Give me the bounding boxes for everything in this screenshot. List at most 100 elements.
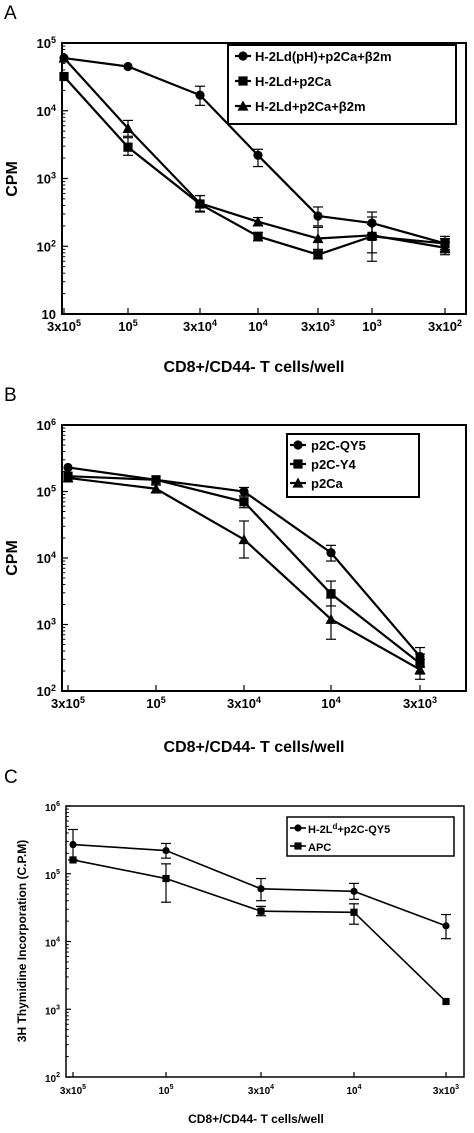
x-tick-label: 3x104	[183, 318, 217, 334]
x-tick-label: 3x105	[51, 695, 85, 711]
y-tick-label: 103	[37, 171, 56, 187]
data-point-triangle	[414, 664, 426, 675]
y-tick-label: 104	[37, 550, 56, 566]
legend-marker-circle	[238, 51, 248, 61]
legend-marker-triangle	[292, 477, 304, 488]
legend-label: p2Ca	[311, 476, 344, 491]
x-tick-label: 104	[346, 1084, 361, 1097]
data-point-circle	[442, 922, 450, 930]
x-tick-label: 103	[362, 318, 381, 334]
legend-label: H-2Ld+p2Ca	[255, 74, 332, 89]
y-tick-label: 106	[37, 417, 56, 433]
y-tick-label: 105	[37, 484, 56, 500]
data-point-triangle	[366, 229, 378, 240]
data-point-circle	[162, 846, 170, 855]
data-point-square	[326, 589, 336, 599]
legend-items-a: H-2Ld(pH)+p2Ca+β2m H-2Ld+p2Ca H-2Ld+p2Ca+β…	[235, 49, 392, 114]
x-tick-label: 3x103	[301, 318, 335, 334]
data-point-square	[253, 231, 263, 241]
data-point-square	[350, 908, 358, 916]
y-axis-label-b: CPM	[4, 540, 21, 576]
data-point-circle	[123, 61, 133, 72]
legend-label: p2C-Y4	[311, 457, 357, 472]
series-group-a	[58, 52, 451, 262]
data-point-circle	[313, 211, 323, 221]
data-point-circle	[253, 150, 263, 160]
data-point-circle	[69, 840, 77, 849]
legend-marker-triangle	[237, 100, 249, 111]
y-tick-label: 103	[45, 1004, 60, 1017]
panel-c: C 3H Thymidine Incorporation (C.P.M) CD8…	[4, 767, 465, 1126]
ticks-group-c: 102 103 104 105 106 3x105 105 3x104 104 3x103	[45, 801, 459, 1097]
series-line-square	[72, 859, 447, 1003]
x-tick-label: 3x103	[433, 1084, 459, 1097]
data-point-circle	[239, 486, 249, 497]
y-axis-label-c: 3H Thymidine Incorporation (C.P.M)	[15, 840, 29, 1042]
ticks-group-b: 102 103 104 105 106 3x105 105 3x104 104 3x103	[37, 417, 437, 711]
data-point-triangle	[439, 242, 451, 253]
data-point-triangle	[252, 216, 264, 227]
x-tick-label: 104	[321, 695, 340, 711]
legend-label: APC	[308, 842, 331, 854]
legend-items-b: p2C-QY5 p2C-Y4 p2Ca	[290, 438, 366, 491]
data-point-circle	[350, 887, 358, 895]
data-point-triangle	[194, 197, 206, 208]
y-tick-label: 104	[37, 103, 56, 119]
data-point-circle	[257, 885, 265, 893]
x-tick-label: 3x103	[403, 695, 437, 711]
x-tick-label: 105	[146, 695, 165, 711]
data-point-square	[313, 250, 323, 260]
x-axis-label-b: CD8+/CD44- T cells/well	[164, 739, 345, 756]
x-axis-label-a: CD8+/CD44- T cells/well	[164, 359, 345, 376]
series-group-c	[68, 828, 451, 1006]
x-tick-label: 105	[158, 1084, 173, 1097]
legend-marker-circle	[294, 824, 302, 832]
y-tick-label: 106	[45, 801, 60, 814]
x-axis-label-c: CD8+/CD44- T cells/well	[188, 1112, 324, 1126]
y-tick-label: 102	[37, 683, 56, 699]
y-tick-label: 103	[37, 617, 56, 633]
data-point-triangle	[122, 122, 134, 133]
data-point-circle	[195, 90, 205, 100]
legend-c	[286, 816, 455, 857]
data-point-square	[162, 874, 170, 883]
panel-letter-b: B	[4, 385, 17, 406]
data-point-circle	[63, 462, 73, 473]
legend-a	[227, 44, 457, 125]
panel-letter-a: A	[4, 3, 17, 24]
y-tick-label: 105	[37, 35, 56, 51]
legend-marker-square	[238, 76, 248, 86]
y-tick-label: 10	[42, 307, 56, 322]
data-point-square	[123, 142, 133, 152]
x-tick-label: 3x105	[47, 318, 81, 334]
legend-label: H-2Ld+p2Ca+β2m	[255, 99, 366, 114]
y-tick-label: 105	[45, 869, 60, 882]
legend-label: H-2Ld+p2C-QY5	[308, 822, 390, 836]
data-point-triangle	[150, 483, 162, 494]
data-point-square	[69, 856, 77, 864]
x-tick-label: 3x102	[428, 318, 462, 334]
data-point-circle	[326, 548, 336, 558]
y-tick-label: 102	[45, 1072, 60, 1085]
x-tick-label: 3x104	[248, 1084, 274, 1097]
x-tick-label: 104	[248, 318, 267, 334]
panel-letter-c: C	[4, 767, 18, 788]
ticks-group-a: 10 102 103 104 105 3x105 105 3x104 104 3x103 103 3x…	[37, 35, 462, 334]
panel-b: B CPM CD8+/CD44- T cells/well 1021031041…	[4, 385, 467, 756]
x-tick-label: 3x104	[227, 695, 261, 711]
legend-marker-circle	[293, 440, 303, 450]
data-point-triangle	[325, 613, 337, 624]
legend-b	[286, 433, 420, 498]
y-tick-label: 104	[45, 937, 60, 950]
y-axis-label-a: CPM	[4, 161, 21, 197]
legend-items-c: H-2Ld+p2C-QY5 APC	[290, 822, 390, 854]
legend-marker-square	[294, 842, 302, 850]
panel-a: A CPM CD8+/CD44- T cells/well 1010210310…	[4, 3, 467, 376]
data-point-triangle	[62, 472, 74, 483]
data-point-square	[59, 71, 69, 82]
series-group-b	[62, 462, 426, 680]
data-point-square	[442, 997, 450, 1006]
data-point-triangle	[238, 533, 250, 545]
data-point-square	[151, 475, 161, 485]
